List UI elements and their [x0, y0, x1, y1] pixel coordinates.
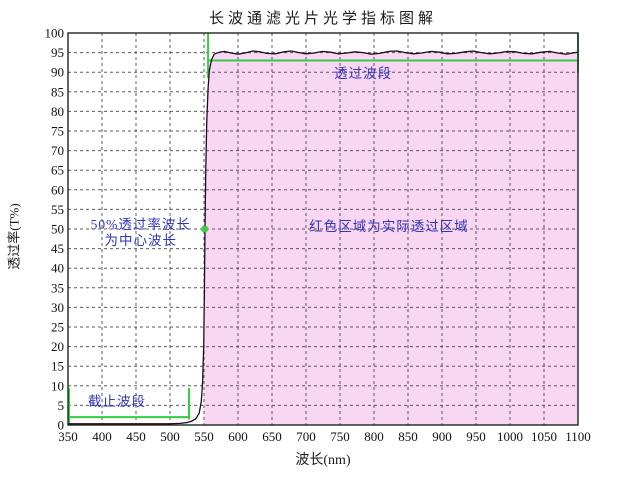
x-tick-label: 750	[330, 429, 350, 444]
y-tick-label: 5	[58, 398, 65, 413]
y-tick-label: 0	[58, 418, 65, 433]
chart-title: 长波通滤光片光学指标图解	[208, 11, 437, 27]
x-tick-label: 600	[228, 429, 248, 444]
x-tick-label: 850	[398, 429, 418, 444]
transmittance-curve	[68, 50, 579, 425]
y-tick-label: 75	[51, 124, 64, 139]
y-tick-label: 80	[51, 104, 64, 119]
y-tick-label: 10	[51, 378, 64, 393]
x-tick-label: 450	[126, 429, 146, 444]
x-tick-label: 400	[92, 429, 112, 444]
cutoff-band-label: 截止波段	[87, 394, 146, 410]
y-tick-label: 25	[51, 320, 64, 335]
x-tick-label: 900	[432, 429, 452, 444]
x-tick-label: 350	[58, 429, 78, 444]
x-tick-label: 1050	[531, 429, 557, 444]
y-tick-label: 20	[51, 339, 64, 354]
x-tick-label: 1100	[565, 429, 591, 444]
x-tick-label: 500	[160, 429, 180, 444]
y-tick-label: 85	[51, 84, 64, 99]
y-tick-label: 45	[51, 241, 64, 256]
x-tick-label: 700	[296, 429, 316, 444]
x-tick-label: 550	[194, 429, 214, 444]
plot-border	[67, 32, 579, 426]
x-tick-label: 950	[466, 429, 486, 444]
y-axis-title: 透过率(T%)	[6, 203, 22, 270]
y-tick-label: 65	[51, 163, 64, 178]
y-tick-label: 90	[51, 65, 64, 80]
y-tick-label: 70	[51, 143, 64, 158]
pass-region-fill	[203, 51, 578, 425]
pass-band-label: 透过波段	[334, 66, 393, 82]
x-tick-label: 1000	[497, 429, 523, 444]
x-axis-title: 波长(nm)	[295, 453, 351, 468]
half-transmittance-point-dot	[201, 225, 209, 233]
y-tick-label: 30	[51, 300, 64, 315]
center-wavelength-label: 50%透过率波长 为中心波长	[90, 216, 191, 248]
y-tick-label: 50	[51, 222, 64, 237]
y-tick-label: 35	[51, 280, 64, 295]
y-tick-label: 100	[45, 26, 65, 41]
x-tick-label: 650	[262, 429, 282, 444]
y-tick-label: 95	[51, 45, 64, 60]
y-tick-label: 55	[51, 202, 64, 217]
y-tick-label: 15	[51, 359, 64, 374]
y-tick-label: 40	[51, 261, 64, 276]
x-tick-label: 800	[364, 429, 384, 444]
red-region-label: 红色区域为实际透过区域	[309, 219, 469, 235]
y-tick-label: 60	[51, 182, 64, 197]
